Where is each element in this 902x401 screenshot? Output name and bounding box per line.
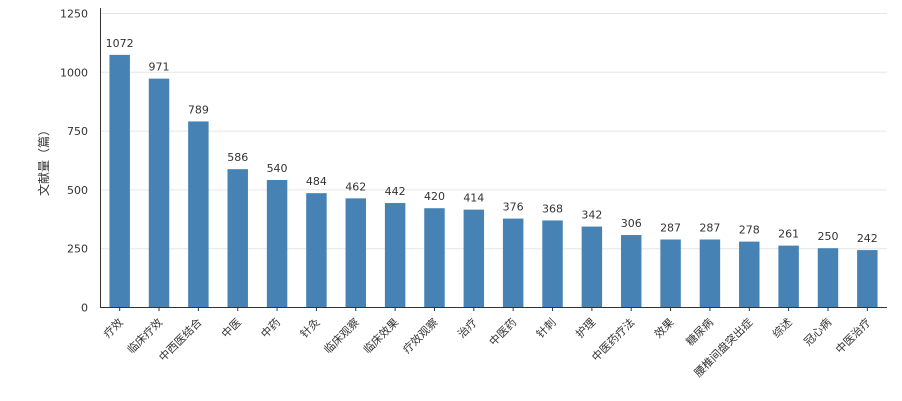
- bar: [463, 209, 485, 307]
- y-axis-title: 文献量（篇）: [36, 124, 51, 196]
- x-tick-label: 针刺: [533, 315, 558, 340]
- bar: [384, 203, 406, 307]
- x-tick-label: 糖尿病: [683, 315, 716, 348]
- data-label: 586: [227, 151, 248, 164]
- bar: [227, 169, 248, 307]
- data-label: 376: [503, 201, 524, 214]
- bar: [502, 218, 524, 307]
- bar: [109, 54, 130, 307]
- bar: [148, 78, 170, 308]
- x-tick-label: 临床效果: [360, 315, 401, 356]
- y-tick-label: 250: [67, 243, 88, 256]
- y-tick-label: 0: [81, 302, 88, 315]
- data-label: 287: [699, 221, 720, 234]
- x-tick-label: 中药: [258, 316, 283, 341]
- bar: [660, 239, 681, 307]
- x-tick-label: 中医: [219, 316, 244, 341]
- x-tick-label: 治疗: [454, 315, 479, 340]
- bar: [306, 193, 327, 307]
- x-tick-label: 临床疗效: [124, 315, 165, 356]
- data-label: 342: [581, 209, 602, 222]
- x-tick-label: 中医药疗法: [589, 315, 638, 364]
- x-tick-label: 冠心病: [801, 315, 834, 348]
- x-tick-label: 疗效观察: [400, 315, 441, 356]
- grid-lines: [100, 13, 887, 250]
- bar: [581, 226, 603, 307]
- data-label: 540: [267, 162, 288, 175]
- x-tick-label: 针灸: [297, 315, 322, 340]
- x-tick-label: 中医药: [487, 316, 520, 349]
- data-label: 250: [817, 230, 838, 243]
- data-label: 971: [149, 61, 170, 74]
- y-tick-label: 1000: [60, 66, 88, 79]
- x-tick-label: 护理: [573, 315, 598, 340]
- data-label: 420: [424, 190, 445, 203]
- data-label: 287: [660, 221, 681, 234]
- bars: [109, 54, 878, 308]
- bar: [739, 241, 760, 307]
- data-label: 442: [385, 185, 406, 198]
- bar: [188, 121, 209, 307]
- bar: [699, 239, 721, 307]
- bar: [817, 248, 839, 307]
- bar: [542, 220, 563, 307]
- data-label: 789: [188, 103, 209, 116]
- data-label: 1072: [106, 37, 134, 50]
- y-tick-label: 500: [67, 184, 88, 197]
- data-label: 278: [739, 224, 760, 237]
- data-label: 261: [778, 228, 799, 241]
- bar: [857, 250, 878, 307]
- x-tick-label: 中医治疗: [832, 315, 873, 356]
- x-tick-label: 效果: [651, 315, 676, 340]
- data-labels: 1072 971 789 586 540 484 462 442 420 414 376 368 342…: [106, 37, 878, 245]
- data-label: 242: [857, 232, 878, 245]
- x-tick-label: 中西医结合: [156, 315, 205, 364]
- data-label: 368: [542, 202, 563, 215]
- data-label: 306: [621, 217, 642, 230]
- bar: [345, 198, 367, 307]
- bar: [266, 179, 288, 307]
- bar: [620, 235, 642, 307]
- data-label: 484: [306, 175, 327, 188]
- y-tick-label: 1250: [60, 8, 88, 21]
- bar: [778, 245, 799, 307]
- y-axis-ticks: 0 250 500 750 1000 1250: [60, 8, 88, 315]
- y-tick-label: 750: [67, 125, 88, 138]
- data-label: 414: [463, 192, 484, 205]
- bar: [424, 208, 445, 307]
- data-label: 462: [345, 180, 366, 193]
- x-tick-label: 临床观察: [321, 315, 362, 356]
- x-tick-label: 疗效: [100, 315, 125, 340]
- x-tick-label: 综述: [769, 315, 794, 340]
